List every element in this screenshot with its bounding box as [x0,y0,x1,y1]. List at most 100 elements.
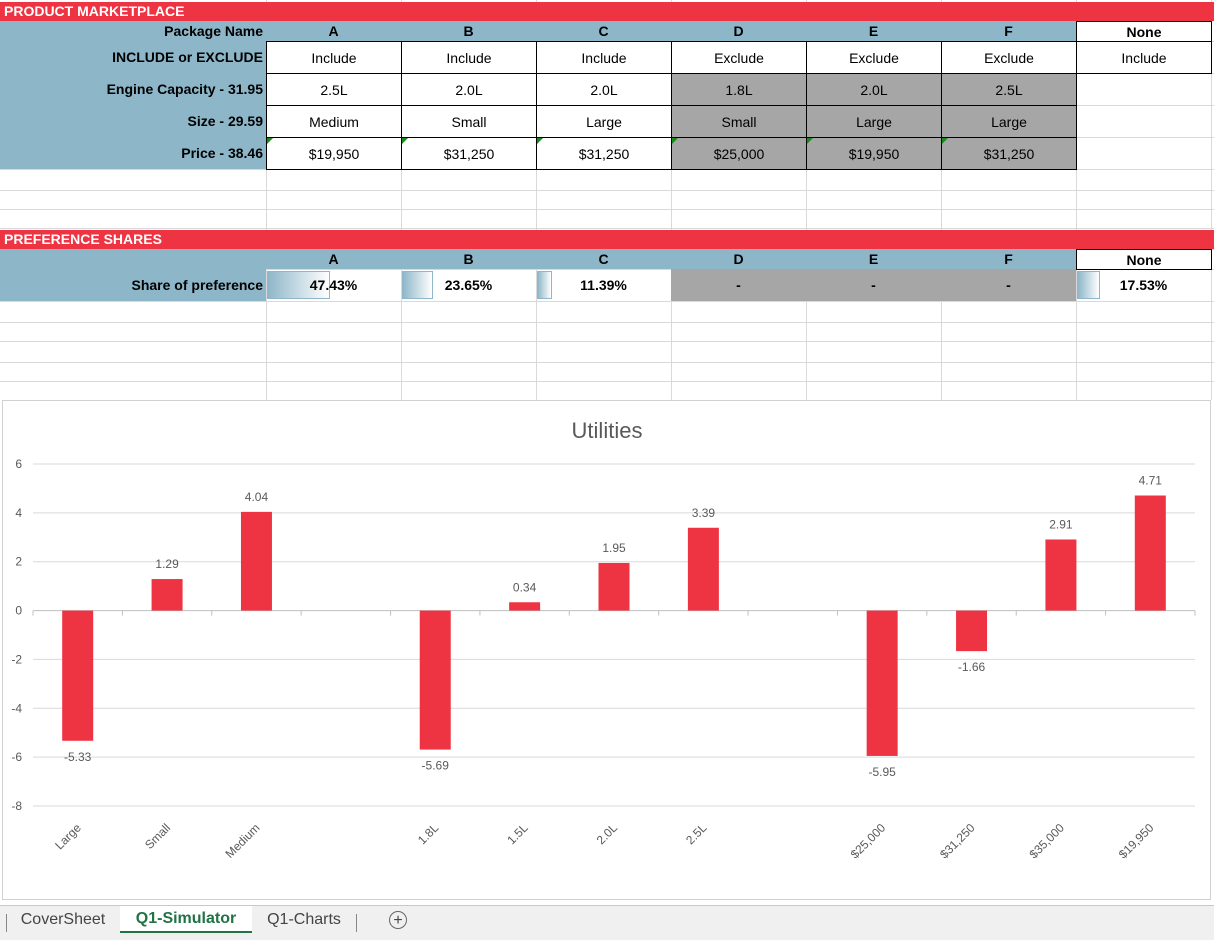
preference-label-cell [0,269,266,301]
price-cell-f[interactable]: $31,250 [941,137,1077,170]
tab-q1-simulator[interactable]: Q1-Simulator [120,906,252,933]
chart-bar [956,610,988,652]
chart-title: Utilities [572,418,643,443]
error-indicator-icon [267,138,273,144]
preference-header-row [0,249,1076,269]
package-header-e: E [868,23,879,39]
chart-bar [1045,539,1077,611]
price-value-f: $31,250 [983,145,1035,162]
include-cell-e[interactable]: Exclude [806,41,942,74]
share-cell-none[interactable]: 17.53% [1076,269,1211,301]
share-databar-b [402,271,433,299]
price-cell-c[interactable]: $31,250 [536,137,672,170]
data-label: 2.91 [1049,517,1073,531]
x-tick-label: $31,250 [937,821,978,862]
share-header-none: None [1076,249,1212,270]
share-cell-c[interactable]: 11.39% [536,269,671,301]
size-cell-f[interactable]: Large [941,105,1077,138]
x-tick-label: 1.8L [415,821,442,848]
data-label: 1.95 [602,541,626,555]
include-cell-c[interactable]: Include [536,41,672,74]
package-name-label: Package Name [164,23,263,39]
preference-shares-banner: PREFERENCE SHARES [0,230,1214,249]
size-cell-e[interactable]: Large [806,105,942,138]
include-cell-d[interactable]: Exclude [671,41,807,74]
price-value-e: $19,950 [848,145,900,162]
y-tick-label: -2 [11,652,22,666]
package-header-d: D [733,23,744,39]
price-cell-d[interactable]: $25,000 [671,137,807,170]
engine-cell-c[interactable]: 2.0L [536,73,672,106]
y-tick-label: -4 [11,701,22,715]
share-cell-f[interactable]: - [941,269,1076,301]
data-label: -5.95 [868,765,896,779]
chart-bar [866,610,898,756]
price-value-a: $19,950 [308,145,360,162]
price-value-c: $31,250 [578,145,630,162]
data-label: -5.69 [422,759,450,773]
include-cell-f[interactable]: Exclude [941,41,1077,74]
x-tick-label: $19,950 [1116,821,1157,862]
data-label: -5.33 [64,750,92,764]
data-label: 3.39 [692,506,716,520]
chart-bar [1134,495,1166,611]
share-header-a: A [328,251,339,267]
package-header-f: F [1004,23,1013,39]
x-tick-label: $35,000 [1026,821,1067,862]
engine-cell-e[interactable]: 2.0L [806,73,942,106]
price-cell-b[interactable]: $31,250 [401,137,537,170]
share-header-b: B [463,251,474,267]
share-value-b: 23.65% [444,277,493,293]
size-cell-a[interactable]: Medium [266,105,402,138]
package-header-a: A [328,23,339,39]
error-indicator-icon [537,138,543,144]
error-indicator-icon [672,138,678,144]
include-exclude-label: INCLUDE or EXCLUDE [112,49,263,65]
y-tick-label: -6 [11,750,22,764]
engine-cell-d[interactable]: 1.8L [671,73,807,106]
engine-capacity-label: Engine Capacity - 31.95 [106,81,263,97]
x-tick-label: 2.0L [594,821,621,848]
error-indicator-icon [402,138,408,144]
package-header-c: C [598,23,609,39]
add-sheet-icon[interactable]: + [389,911,407,929]
x-tick-label: Medium [222,821,262,861]
marketplace-header-row [0,21,1076,41]
chart-bar [240,511,272,611]
share-cell-a[interactable]: 47.43% [266,269,401,301]
share-databar-none [1077,271,1100,299]
price-value-d: $25,000 [713,145,765,162]
error-indicator-icon [942,138,948,144]
package-header-none: None [1076,21,1212,42]
share-cell-d[interactable]: - [671,269,806,301]
engine-cell-f[interactable]: 2.5L [941,73,1077,106]
share-value-a: 47.43% [309,277,358,293]
utilities-chart[interactable]: Utilities 6 4 2 0 -2 -4 -6 -8 -5.33 Large 1.29 Small… [2,400,1211,900]
tab-separator [356,914,357,932]
share-of-preference-label: Share of preference [131,277,264,293]
data-label: -1.66 [958,660,986,674]
share-cell-b[interactable]: 23.65% [401,269,536,301]
size-cell-b[interactable]: Small [401,105,537,138]
size-cell-c[interactable]: Large [536,105,672,138]
x-tick-label: $25,000 [848,821,889,862]
tab-q1-charts[interactable]: Q1-Charts [267,910,341,928]
include-cell-b[interactable]: Include [401,41,537,74]
share-cell-e[interactable]: - [806,269,941,301]
x-tick-label: Small [142,821,173,852]
include-cell-none[interactable]: Include [1076,41,1212,74]
include-cell-a[interactable]: Include [266,41,402,74]
chart-bar [151,579,183,611]
tab-coversheet[interactable]: CoverSheet [20,910,106,928]
size-cell-d[interactable]: Small [671,105,807,138]
price-cell-e[interactable]: $19,950 [806,137,942,170]
share-databar-a [267,271,330,299]
share-databar-c [537,271,552,299]
engine-cell-b[interactable]: 2.0L [401,73,537,106]
y-tick-label: -8 [11,799,22,813]
x-tick-label: 2.5L [683,821,710,848]
price-cell-a[interactable]: $19,950 [266,137,402,170]
share-header-c: C [598,251,609,267]
sheet-tab-bar: CoverSheet Q1-Simulator Q1-Charts + [0,905,1214,940]
engine-cell-a[interactable]: 2.5L [266,73,402,106]
